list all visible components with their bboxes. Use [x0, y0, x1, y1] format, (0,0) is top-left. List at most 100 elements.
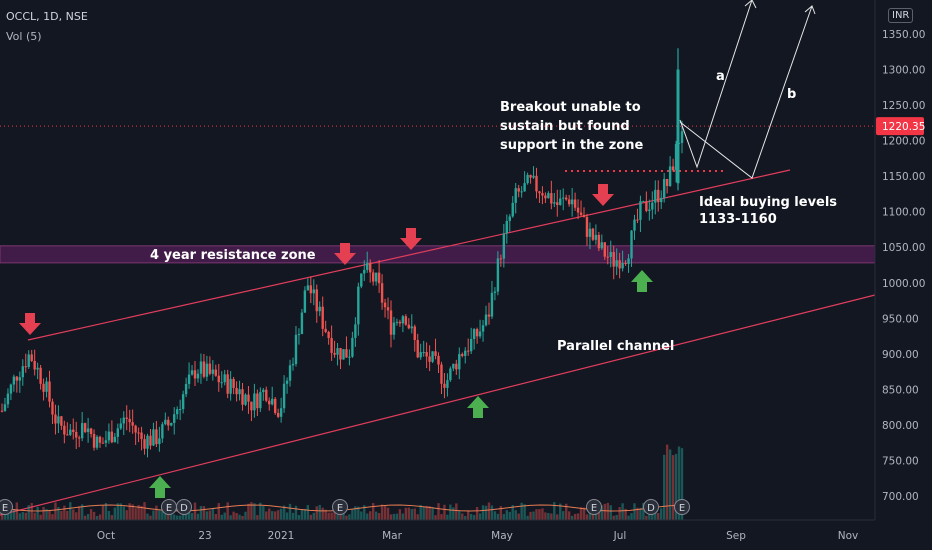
volume-bar [357, 506, 360, 520]
red-down-arrow-3 [400, 228, 422, 250]
candle-body [24, 366, 27, 368]
volume-bar [369, 511, 372, 520]
candle-body [597, 234, 601, 249]
event-marker-label: E [679, 503, 685, 514]
candle-body [158, 438, 161, 445]
volume-bar [89, 509, 93, 520]
volume-bar [247, 503, 250, 520]
candle-body [116, 428, 120, 437]
volume-bar [630, 513, 633, 520]
volume-bar [291, 512, 295, 520]
candle-body [354, 324, 357, 338]
volume-bar [92, 511, 96, 520]
candle-body [514, 188, 517, 203]
volume-bar [342, 513, 345, 520]
volume-bar [461, 513, 464, 520]
volume-indicator-label[interactable]: Vol (5) [6, 30, 42, 43]
volume-bar [86, 513, 90, 520]
volume-bar [573, 513, 577, 520]
candle-body [175, 409, 179, 415]
volume-bar [345, 515, 348, 520]
volume-bar [505, 510, 509, 520]
candle-body [511, 202, 514, 217]
candle-body [600, 242, 604, 249]
candle-body [443, 383, 446, 388]
volume-bar [425, 505, 428, 520]
volume-bar [173, 514, 176, 520]
volume-bar [143, 502, 146, 520]
volume-bar [48, 509, 51, 520]
candle-body [273, 398, 277, 413]
candle-body [532, 175, 535, 178]
candle-body [398, 321, 402, 324]
candle-body [544, 195, 547, 199]
volume-bar [467, 510, 470, 520]
candle-body [437, 355, 440, 365]
volume-bar [564, 503, 568, 520]
volume-bar [66, 510, 69, 520]
volume-bar [113, 507, 117, 520]
candle-body [499, 258, 503, 260]
candle-body [63, 425, 66, 435]
candle-body [579, 212, 583, 216]
candle-body [9, 384, 13, 394]
price-axis [875, 0, 932, 550]
candle-body [205, 363, 209, 377]
volume-bar [446, 514, 449, 520]
volume-bar [434, 515, 437, 520]
candle-body [164, 419, 167, 425]
candle-body [529, 174, 532, 178]
volume-bar [413, 508, 416, 520]
x-tick-label: Oct [97, 530, 115, 542]
arrowhead-a [744, 0, 757, 9]
red-down-arrow-1 [19, 313, 41, 335]
candle-body [244, 394, 247, 405]
candle-body [505, 220, 509, 234]
candle-body [475, 329, 479, 337]
candle-body [303, 290, 307, 313]
candle-body [146, 435, 149, 449]
candle-body [72, 429, 75, 433]
x-tick-label: Sep [726, 530, 746, 542]
volume-bar [229, 515, 232, 520]
volume-bar [529, 511, 532, 520]
candle-body [660, 197, 663, 203]
volume-bar [351, 509, 354, 520]
volume-bar [618, 507, 621, 520]
candle-body [547, 193, 550, 199]
currency-badge[interactable]: INR [888, 8, 914, 23]
volume-bar [57, 507, 60, 520]
candle-body [54, 414, 57, 424]
candle-body [633, 219, 636, 231]
volume-bar [288, 503, 292, 520]
candle-body [122, 417, 125, 424]
candle-body [75, 432, 78, 438]
volume-bar [535, 509, 538, 520]
volume-bar [312, 512, 315, 520]
candle-body [585, 217, 589, 237]
volume-bar [570, 515, 574, 520]
candle-body [184, 383, 188, 395]
candle-body [306, 285, 310, 291]
candle-body [386, 307, 390, 311]
candle-body [327, 331, 330, 339]
candle-body [223, 374, 226, 383]
candle-body [502, 233, 506, 259]
volume-bar [149, 515, 152, 520]
candle-body [609, 252, 612, 257]
y-tick-label: 1100.00 [882, 207, 925, 219]
candle-body [336, 348, 339, 355]
annotation-text: Parallel channel [557, 339, 674, 354]
volume-bar [33, 512, 36, 520]
y-tick-label: 1000.00 [882, 278, 925, 290]
candle-body [345, 349, 348, 358]
volume-bar [193, 502, 197, 520]
candle-body [241, 389, 244, 405]
volume-bar [0, 512, 4, 520]
candle-body [517, 188, 520, 192]
annotation-text: Ideal buying levels [699, 195, 837, 210]
volume-bar [642, 502, 645, 520]
volume-bar [481, 505, 485, 520]
candle-body [321, 306, 324, 329]
